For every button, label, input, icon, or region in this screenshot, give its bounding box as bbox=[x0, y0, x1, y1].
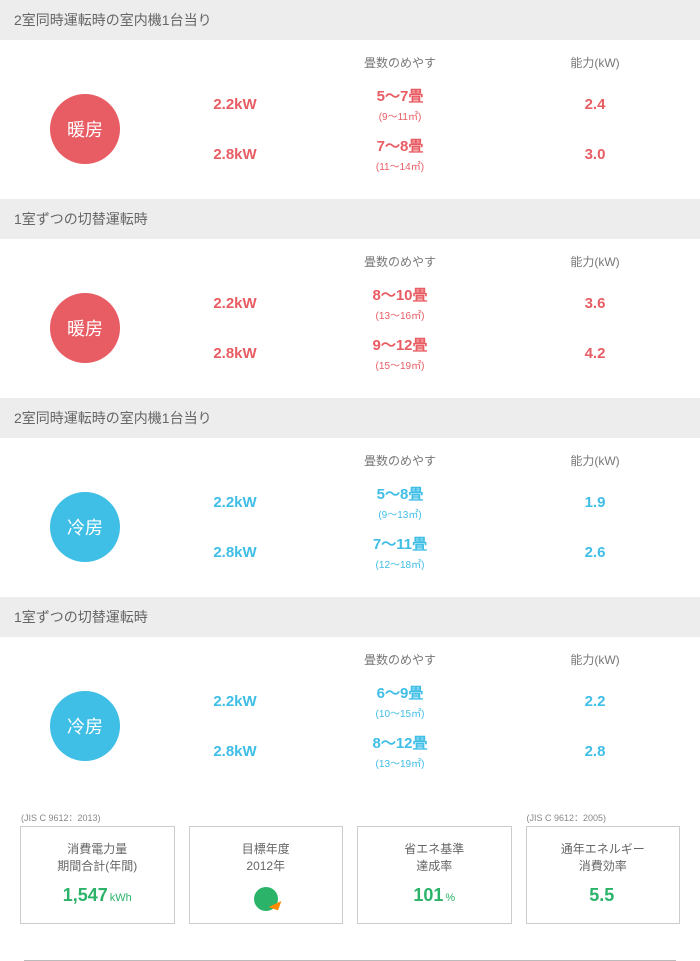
area-range: (11～14㎡) bbox=[300, 158, 500, 173]
card-title-line: 目標年度 bbox=[196, 841, 337, 858]
divider bbox=[24, 960, 676, 961]
spec-row: 2.2kW5～8畳 (9～13㎡)1.9 bbox=[170, 477, 690, 527]
spec-section: 1室ずつの切替運転時畳数のめやす能力(kW) 冷房 2.2kW6～9畳 (10～15㎡… bbox=[0, 597, 700, 796]
card-unit: % bbox=[445, 892, 455, 904]
summary-card: (JIS C 9612：2005)通年エネルギー消費効率5.5 bbox=[526, 826, 681, 924]
tatami-cell: 5～7畳 (9～11㎡) bbox=[300, 85, 500, 123]
col-tatami-label: 畳数のめやす bbox=[300, 253, 500, 270]
eco-mark-icon bbox=[254, 887, 278, 911]
tatami-range: 7～8畳 bbox=[300, 135, 500, 156]
capacity-value: 2.6 bbox=[500, 544, 690, 561]
model-kw: 2.2kW bbox=[170, 693, 300, 710]
tatami-range: 5～8畳 bbox=[300, 483, 500, 504]
card-title-line: 達成率 bbox=[364, 858, 505, 875]
card-title-line: 期間合計(年間) bbox=[27, 858, 168, 875]
tatami-cell: 6～9畳 (10～15㎡) bbox=[300, 682, 500, 720]
model-kw: 2.8kW bbox=[170, 146, 300, 163]
area-range: (9～11㎡) bbox=[300, 108, 500, 123]
spec-section: 1室ずつの切替運転時畳数のめやす能力(kW) 暖房 2.2kW8～10畳 (13～16… bbox=[0, 199, 700, 398]
section-body: 畳数のめやす能力(kW) 冷房 2.2kW5～8畳 (9～13㎡)1.9 2.8kW7～… bbox=[0, 438, 700, 597]
card-value: 5.5 bbox=[533, 885, 674, 906]
area-range: (13～19㎡) bbox=[300, 755, 500, 770]
tatami-cell: 7～8畳 (11～14㎡) bbox=[300, 135, 500, 173]
card-unit: kWh bbox=[110, 892, 132, 904]
tatami-range: 5～7畳 bbox=[300, 85, 500, 106]
card-title-line: 消費効率 bbox=[533, 858, 674, 875]
spec-section: 2室同時運転時の室内機1台当り畳数のめやす能力(kW) 冷房 2.2kW5～8畳 (9… bbox=[0, 398, 700, 597]
capacity-value: 3.0 bbox=[500, 146, 690, 163]
spec-row: 2.8kW9～12畳 (15～19㎡)4.2 bbox=[170, 328, 690, 378]
spec-section: 2室同時運転時の室内機1台当り畳数のめやす能力(kW) 暖房 2.2kW5～7畳 (9… bbox=[0, 0, 700, 199]
area-range: (13～16㎡) bbox=[300, 307, 500, 322]
area-range: (9～13㎡) bbox=[300, 506, 500, 521]
card-title-line: 消費電力量 bbox=[27, 841, 168, 858]
model-kw: 2.2kW bbox=[170, 295, 300, 312]
section-title: 1室ずつの切替運転時 bbox=[0, 597, 700, 637]
area-range: (10～15㎡) bbox=[300, 705, 500, 720]
tatami-range: 7～11畳 bbox=[300, 533, 500, 554]
tatami-cell: 9～12畳 (15～19㎡) bbox=[300, 334, 500, 372]
capacity-value: 2.2 bbox=[500, 693, 690, 710]
cooling-badge: 冷房 bbox=[50, 691, 120, 761]
tatami-range: 8～10畳 bbox=[300, 284, 500, 305]
model-kw: 2.2kW bbox=[170, 96, 300, 113]
summary-card: (JIS C 9612：2013)消費電力量期間合計(年間)1,547kWh bbox=[20, 826, 175, 924]
model-kw: 2.8kW bbox=[170, 743, 300, 760]
col-tatami-label: 畳数のめやす bbox=[300, 54, 500, 71]
tatami-range: 8～12畳 bbox=[300, 732, 500, 753]
card-value: 1,547kWh bbox=[27, 885, 168, 906]
tatami-cell: 7～11畳 (12～18㎡) bbox=[300, 533, 500, 571]
col-capacity-label: 能力(kW) bbox=[500, 253, 690, 270]
tatami-range: 9～12畳 bbox=[300, 334, 500, 355]
spec-sections: 2室同時運転時の室内機1台当り畳数のめやす能力(kW)暖房2.2kW5～7畳(9… bbox=[0, 0, 700, 796]
spec-row: 2.8kW7～8畳 (11～14㎡)3.0 bbox=[170, 129, 690, 179]
model-kw: 2.8kW bbox=[170, 345, 300, 362]
section-title: 2室同時運転時の室内機1台当り bbox=[0, 0, 700, 40]
spec-row: 2.8kW8～12畳 (13～19㎡)2.8 bbox=[170, 726, 690, 776]
card-title-line: 省エネ基準 bbox=[364, 841, 505, 858]
model-kw: 2.8kW bbox=[170, 544, 300, 561]
summary-cards: (JIS C 9612：2013) 消費電力量期間合計(年間) 1,547kWh 目標… bbox=[0, 796, 700, 934]
capacity-value: 3.6 bbox=[500, 295, 690, 312]
area-range: (15～19㎡) bbox=[300, 357, 500, 372]
spec-row: 2.8kW7～11畳 (12～18㎡)2.6 bbox=[170, 527, 690, 577]
capacity-value: 4.2 bbox=[500, 345, 690, 362]
col-capacity-label: 能力(kW) bbox=[500, 651, 690, 668]
capacity-value: 1.9 bbox=[500, 494, 690, 511]
model-kw: 2.2kW bbox=[170, 494, 300, 511]
card-value: 101% bbox=[364, 885, 505, 906]
spec-row: 2.2kW6～9畳 (10～15㎡)2.2 bbox=[170, 676, 690, 726]
card-title-line: 通年エネルギー bbox=[533, 841, 674, 858]
col-capacity-label: 能力(kW) bbox=[500, 54, 690, 71]
heating-badge: 暖房 bbox=[50, 293, 120, 363]
area-range: (12～18㎡) bbox=[300, 556, 500, 571]
spec-row: 2.2kW5～7畳 (9～11㎡)2.4 bbox=[170, 79, 690, 129]
section-body: 畳数のめやす能力(kW) 冷房 2.2kW6～9畳 (10～15㎡)2.2 2.8kW8… bbox=[0, 637, 700, 796]
section-title: 2室同時運転時の室内機1台当り bbox=[0, 398, 700, 438]
section-body: 畳数のめやす能力(kW) 暖房 2.2kW5～7畳 (9～11㎡)2.4 2.8kW7～… bbox=[0, 40, 700, 199]
tatami-cell: 8～10畳 (13～16㎡) bbox=[300, 284, 500, 322]
capacity-value: 2.4 bbox=[500, 96, 690, 113]
section-title: 1室ずつの切替運転時 bbox=[0, 199, 700, 239]
spec-row: 2.2kW8～10畳 (13～16㎡)3.6 bbox=[170, 278, 690, 328]
card-standard-note: (JIS C 9612：2013) bbox=[21, 811, 101, 824]
card-title-line: 2012年 bbox=[196, 858, 337, 875]
capacity-value: 2.8 bbox=[500, 743, 690, 760]
heating-badge: 暖房 bbox=[50, 94, 120, 164]
card-standard-note: (JIS C 9612：2005) bbox=[527, 811, 607, 824]
col-capacity-label: 能力(kW) bbox=[500, 452, 690, 469]
tatami-cell: 8～12畳 (13～19㎡) bbox=[300, 732, 500, 770]
summary-card: 目標年度2012年 bbox=[189, 826, 344, 924]
cooling-badge: 冷房 bbox=[50, 492, 120, 562]
summary-card: 省エネ基準達成率 101% bbox=[357, 826, 512, 924]
section-body: 畳数のめやす能力(kW) 暖房 2.2kW8～10畳 (13～16㎡)3.6 2.8kW… bbox=[0, 239, 700, 398]
col-tatami-label: 畳数のめやす bbox=[300, 651, 500, 668]
tatami-range: 6～9畳 bbox=[300, 682, 500, 703]
tatami-cell: 5～8畳 (9～13㎡) bbox=[300, 483, 500, 521]
col-tatami-label: 畳数のめやす bbox=[300, 452, 500, 469]
